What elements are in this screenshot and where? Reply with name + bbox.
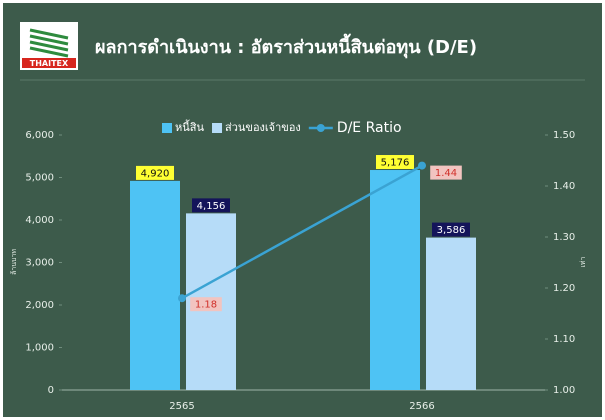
data-label-bg bbox=[430, 165, 462, 180]
y2-tick-label: 1.30 bbox=[553, 232, 575, 243]
chart-title: ผลการดำเนินงาน : อัตราส่วนหนี้สินต่อทุน … bbox=[95, 33, 477, 59]
y2-tick-label: 1.20 bbox=[553, 283, 575, 294]
line-point bbox=[178, 294, 186, 303]
y-axis-title: ล้านบาท bbox=[10, 249, 18, 275]
legend-swatch bbox=[162, 123, 172, 133]
y-tick-label: 4,000 bbox=[25, 215, 54, 226]
data-label-bg bbox=[192, 198, 230, 213]
data-label: 4,156 bbox=[197, 201, 226, 212]
legend-swatch bbox=[212, 123, 223, 133]
y-tick-label: 1,000 bbox=[25, 343, 54, 354]
y-tick-label: 3,000 bbox=[25, 258, 54, 269]
legend-swatch-point bbox=[316, 124, 325, 132]
data-label-bg bbox=[432, 222, 470, 237]
y2-tick-label: 1.40 bbox=[553, 181, 575, 192]
logo: THAITEX bbox=[20, 22, 78, 70]
data-label: 1.44 bbox=[435, 168, 457, 179]
data-label: 5,176 bbox=[381, 158, 410, 169]
logo-text: THAITEX bbox=[30, 59, 69, 68]
y2-tick-label: 1.00 bbox=[553, 385, 575, 396]
legend-label: D/E Ratio bbox=[337, 120, 402, 136]
y-tick-label: 0 bbox=[48, 385, 54, 396]
legend-label: หนี้สิน bbox=[175, 119, 204, 134]
x-tick-label: 2566 bbox=[409, 401, 434, 412]
legend-label: ส่วนของเจ้าของ bbox=[225, 121, 301, 134]
y2-tick-label: 1.50 bbox=[553, 130, 575, 141]
data-label: 1.18 bbox=[195, 300, 217, 311]
logo-stripes bbox=[29, 28, 69, 58]
data-label-bg bbox=[190, 297, 222, 312]
x-tick-label: 2565 bbox=[169, 401, 194, 412]
y-tick-label: 2,000 bbox=[25, 300, 54, 311]
data-label-bg bbox=[376, 155, 414, 170]
background bbox=[3, 3, 602, 417]
line-point bbox=[418, 161, 426, 170]
line bbox=[181, 164, 423, 300]
bar bbox=[370, 170, 420, 390]
y-tick-label: 5,000 bbox=[25, 173, 54, 184]
data-label: 3,586 bbox=[437, 225, 466, 236]
y2-axis-title: เท่า bbox=[579, 256, 587, 267]
data-label-bg bbox=[136, 165, 174, 180]
bar bbox=[426, 237, 476, 390]
logo-band bbox=[22, 58, 76, 68]
y2-tick-label: 1.10 bbox=[553, 334, 575, 345]
bar bbox=[130, 180, 180, 390]
data-label: 4,920 bbox=[141, 168, 170, 179]
y-tick-label: 6,000 bbox=[25, 130, 54, 141]
